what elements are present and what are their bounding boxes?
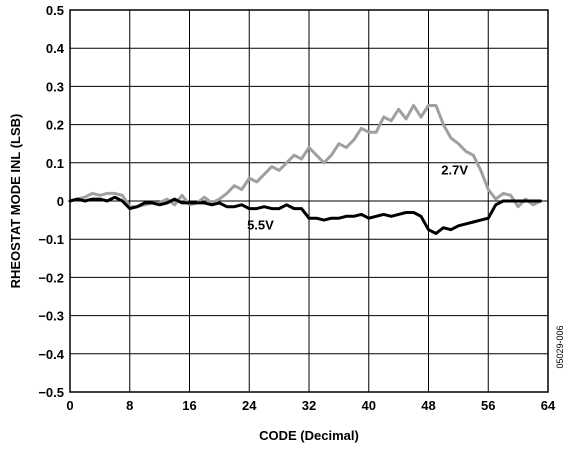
x-tick-label: 40: [362, 398, 376, 413]
x-tick-label: 24: [242, 398, 257, 413]
y-tick-label: 0.4: [46, 41, 65, 56]
x-tick-label: 56: [481, 398, 495, 413]
y-tick-label: −0.1: [38, 232, 64, 247]
series-line-2-7v: [68, 104, 542, 209]
series-label: 2.7V: [441, 162, 468, 177]
y-tick-label: −0.5: [38, 385, 64, 400]
y-tick-label: 0.5: [46, 3, 64, 18]
series-line-5-5v: [68, 195, 542, 235]
series-lines: [68, 104, 542, 235]
x-tick-label: 16: [182, 398, 196, 413]
y-tick-label: 0.3: [46, 79, 64, 94]
y-tick-label: 0.1: [46, 156, 64, 171]
figure-id-label: 05029-006: [555, 325, 565, 368]
x-axis-title: CODE (Decimal): [259, 428, 359, 443]
x-tick-label: 8: [126, 398, 133, 413]
y-tick-label: −0.4: [38, 347, 64, 362]
x-tick-label: 48: [421, 398, 435, 413]
x-tick-label: 0: [66, 398, 73, 413]
series-label: 5.5V: [247, 218, 274, 233]
tick-labels: 0 8 16 24 32 40 48 56 64 −0.5 −0.4 −0.3 −0.2 −0.1 0 0.1…: [38, 3, 556, 413]
grid: [69, 9, 549, 393]
x-tick-label: 32: [302, 398, 316, 413]
x-tick-label: 64: [541, 398, 556, 413]
series-annotations: 2.7V 5.5V: [247, 162, 468, 232]
plot-frame: [69, 9, 549, 393]
y-tick-label: 0: [57, 194, 64, 209]
y-tick-label: −0.2: [38, 270, 64, 285]
y-tick-label: −0.3: [38, 309, 64, 324]
y-axis-title: RHEOSTAT MODE INL (LSB): [8, 114, 23, 289]
y-tick-label: 0.2: [46, 118, 64, 133]
